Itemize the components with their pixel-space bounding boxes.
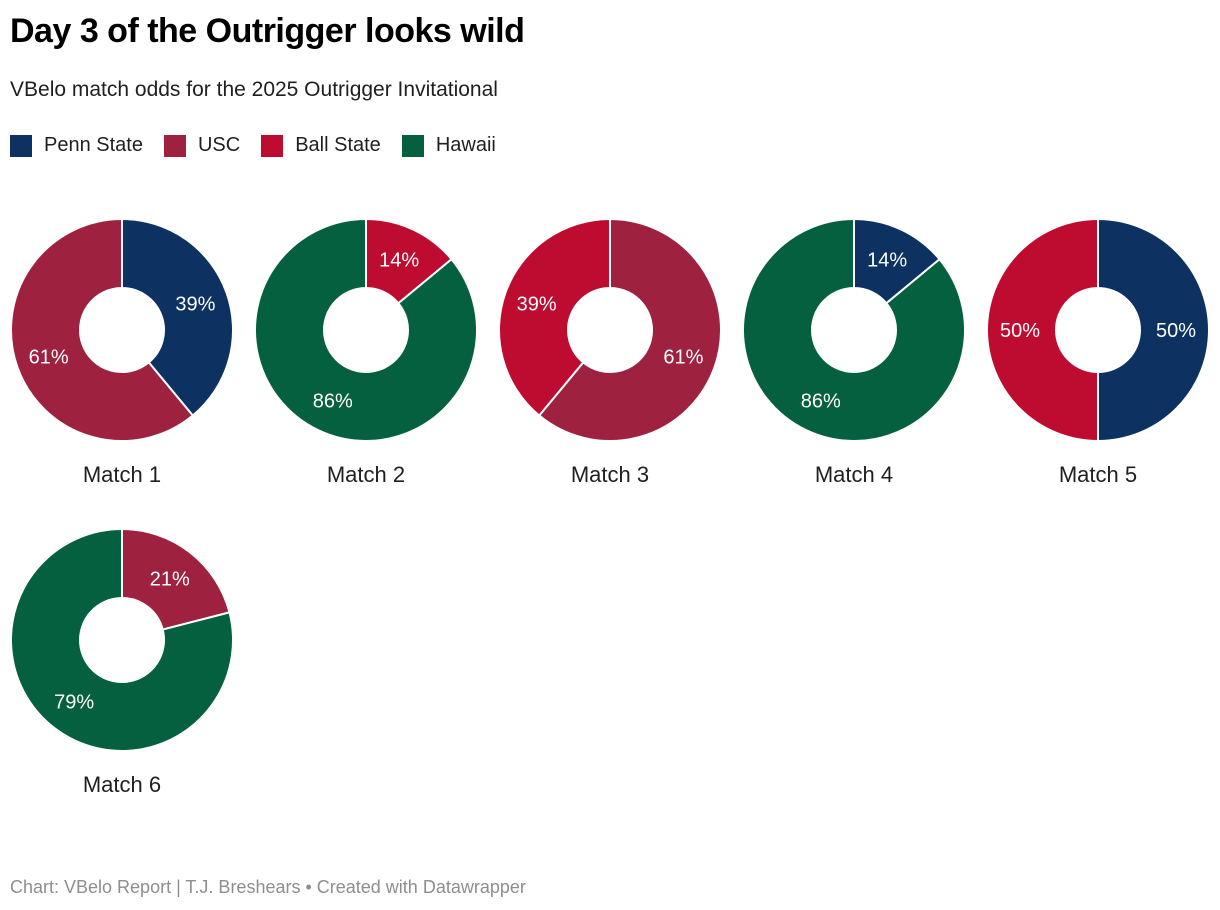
legend-item-hawaii: Hawaii (401, 134, 496, 157)
slice-percent-label: 61% (663, 347, 703, 369)
legend-item-penn-state: Penn State (10, 134, 143, 157)
pie-slice-ball-state (365, 218, 453, 305)
match-cell-5: 50% 50% Match 5 (976, 218, 1220, 488)
slice-percent-label: 61% (29, 347, 69, 369)
donut-chart-5: 50% 50% (986, 218, 1210, 443)
legend-item-usc: USC (163, 134, 241, 157)
donut-chart-3: 61% 39% (498, 218, 722, 443)
pie-slice-penn-state (853, 218, 941, 305)
pie-slice-usc (121, 528, 231, 631)
slice-percent-label: 39% (175, 294, 215, 316)
chart-subtitle: VBelo match odds for the 2025 Outrigger … (10, 78, 498, 102)
pie-slice-ball-state (986, 218, 1099, 443)
match-cell-6: 21% 79% Match 6 (0, 528, 244, 798)
donut-chart-4: 14% 86% (742, 218, 966, 443)
pie-slice-hawaii (10, 528, 234, 753)
legend-swatch-icon (261, 134, 284, 157)
slice-percent-label: 14% (379, 250, 419, 272)
legend-label: Hawaii (435, 134, 496, 157)
match-cell-1: 39% 61% Match 1 (0, 218, 244, 488)
slice-percent-label: 21% (150, 569, 190, 591)
match-label: Match 2 (326, 462, 406, 488)
match-label: Match 1 (82, 462, 162, 488)
match-cell-2: 14% 86% Match 2 (244, 218, 488, 488)
pie-slice-penn-state (121, 218, 234, 417)
match-label: Match 5 (1058, 462, 1138, 488)
slice-percent-label: 86% (313, 391, 353, 413)
legend-label: Penn State (44, 134, 143, 157)
chart-header: Day 3 of the Outrigger looks wild VBelo … (0, 12, 1220, 101)
chart-attribution: Chart: VBelo Report | T.J. Breshears • C… (10, 877, 526, 897)
pie-slice-hawaii (742, 218, 966, 443)
match-label: Match 6 (82, 772, 162, 798)
legend-label: USC (197, 134, 241, 157)
chart-title: Day 3 of the Outrigger looks wild (10, 12, 525, 50)
donut-chart-1: 39% 61% (10, 218, 234, 443)
legend-swatch-icon (163, 134, 186, 157)
match-label: Match 3 (570, 462, 650, 488)
slice-percent-label: 79% (54, 692, 94, 714)
legend-swatch-icon (10, 134, 32, 157)
chart-legend: Penn State USC Ball State Hawaii (10, 134, 1210, 157)
donut-chart-2: 14% 86% (254, 218, 478, 443)
donut-charts-grid: 39% 61% Match 1 14% 86% Match 2 61% 39% Match 3 1… (0, 218, 1220, 838)
slice-percent-label: 39% (517, 294, 557, 316)
pie-slice-penn-state (1097, 218, 1210, 443)
pie-slice-hawaii (254, 218, 478, 443)
slice-percent-label: 50% (1000, 320, 1040, 342)
match-label: Match 4 (814, 462, 894, 488)
legend-label: Ball State (295, 134, 381, 157)
slice-percent-label: 50% (1156, 320, 1196, 342)
match-cell-4: 14% 86% Match 4 (732, 218, 976, 488)
pie-slice-usc (10, 218, 194, 443)
match-cell-3: 61% 39% Match 3 (488, 218, 732, 488)
slice-percent-label: 86% (801, 391, 841, 413)
pie-slice-ball-state (498, 218, 611, 417)
pie-slice-usc (538, 218, 722, 443)
legend-item-ball-state: Ball State (261, 134, 381, 157)
legend-swatch-icon (401, 134, 424, 157)
slice-percent-label: 14% (867, 250, 907, 272)
donut-chart-6: 21% 79% (10, 528, 234, 753)
